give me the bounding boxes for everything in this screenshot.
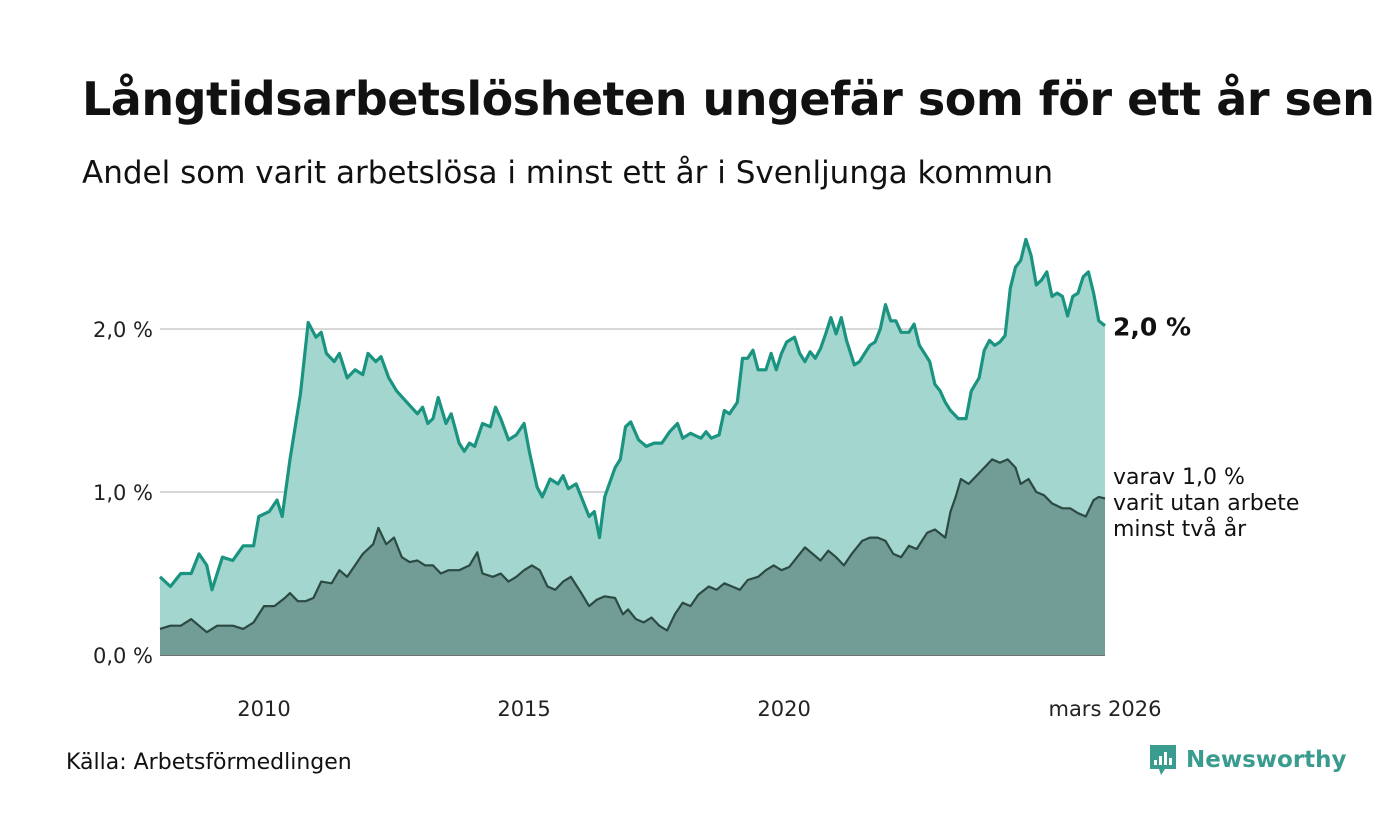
brand-name: Newsworthy [1186, 747, 1347, 773]
end-label-two-year-line: varav 1,0 % [1113, 465, 1245, 490]
chart-title: Långtidsarbetslösheten ungefär som för e… [82, 72, 1375, 126]
chart-subtitle: Andel som varit arbetslösa i minst ett å… [82, 155, 1054, 191]
end-label-two-year-line: varit utan arbete [1113, 491, 1299, 516]
end-label-two-year-line: minst två år [1113, 516, 1247, 542]
x-tick-label: mars 2026 [1048, 697, 1161, 721]
end-label-one-year: 2,0 % [1113, 313, 1191, 342]
y-tick-label: 2,0 % [93, 318, 153, 342]
area-layer [158, 237, 1106, 655]
series-line-two-year [159, 458, 1106, 634]
series-line-one-year [158, 237, 1106, 592]
area-two-year-unemployed [160, 459, 1105, 655]
source-note: Källa: Arbetsförmedlingen [66, 750, 352, 775]
x-tick-label: 2010 [237, 697, 290, 721]
brand-logo[interactable]: Newsworthy [1148, 743, 1347, 777]
y-tick-label: 1,0 % [93, 481, 153, 505]
x-tick-label: 2015 [497, 697, 550, 721]
newsworthy-logo-icon [1150, 745, 1176, 775]
x-tick-label: 2020 [757, 697, 810, 721]
y-tick-label: 0,0 % [93, 644, 153, 668]
label-layer: 0,0 % 1,0 % 2,0 % 2010 2015 2020 mars 2026 2,0 … [93, 313, 1299, 721]
